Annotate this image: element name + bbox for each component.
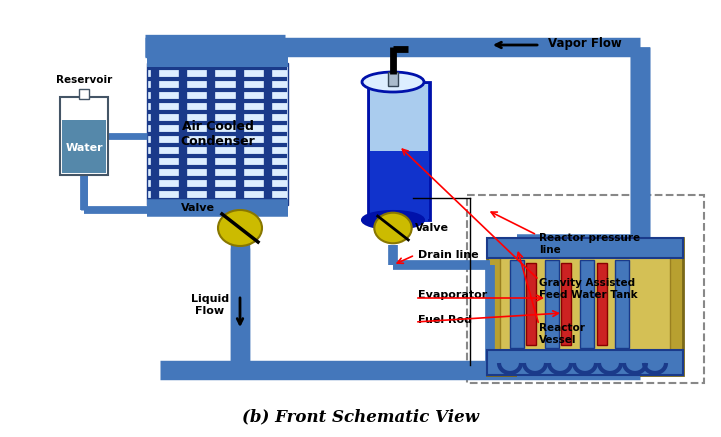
Text: (b) Front Schematic View: (b) Front Schematic View bbox=[242, 409, 479, 426]
Bar bbox=[370, 151, 428, 222]
Bar bbox=[615, 260, 629, 348]
Bar bbox=[561, 263, 571, 345]
Text: Evaporator: Evaporator bbox=[418, 290, 487, 300]
Text: Liquid
Flow: Liquid Flow bbox=[191, 294, 229, 316]
Ellipse shape bbox=[362, 211, 424, 229]
Bar bbox=[62, 121, 106, 173]
Bar bbox=[580, 260, 594, 348]
Bar bbox=[545, 260, 559, 348]
Bar bbox=[500, 252, 670, 362]
Bar bbox=[487, 238, 683, 258]
Text: Reservoir: Reservoir bbox=[56, 75, 112, 85]
Text: Valve: Valve bbox=[415, 223, 449, 233]
Bar bbox=[79, 89, 89, 99]
Bar bbox=[147, 201, 288, 211]
Ellipse shape bbox=[218, 210, 262, 246]
Text: Water: Water bbox=[65, 143, 103, 153]
Bar bbox=[526, 263, 536, 345]
Text: Drain line: Drain line bbox=[418, 250, 479, 260]
Bar bbox=[368, 82, 430, 220]
Bar bbox=[147, 57, 288, 67]
Bar bbox=[147, 63, 288, 205]
Ellipse shape bbox=[362, 72, 424, 92]
Bar bbox=[60, 97, 108, 175]
Bar bbox=[370, 84, 428, 151]
Text: Fuel Rod: Fuel Rod bbox=[418, 315, 472, 325]
Text: Reactor pressure
line: Reactor pressure line bbox=[539, 233, 640, 255]
Text: Air Cooled
Condenser: Air Cooled Condenser bbox=[180, 120, 255, 148]
Bar bbox=[510, 260, 524, 348]
Text: Valve: Valve bbox=[181, 203, 215, 213]
Bar bbox=[487, 350, 683, 375]
Bar bbox=[467, 195, 704, 383]
Text: Reactor
Vessel: Reactor Vessel bbox=[539, 323, 585, 345]
Text: Gravity Assisted
Feed Water Tank: Gravity Assisted Feed Water Tank bbox=[539, 278, 637, 300]
Bar bbox=[597, 263, 607, 345]
Ellipse shape bbox=[374, 213, 412, 243]
Text: Vapor Flow: Vapor Flow bbox=[548, 38, 622, 51]
Bar bbox=[487, 238, 683, 375]
Bar bbox=[388, 72, 398, 86]
